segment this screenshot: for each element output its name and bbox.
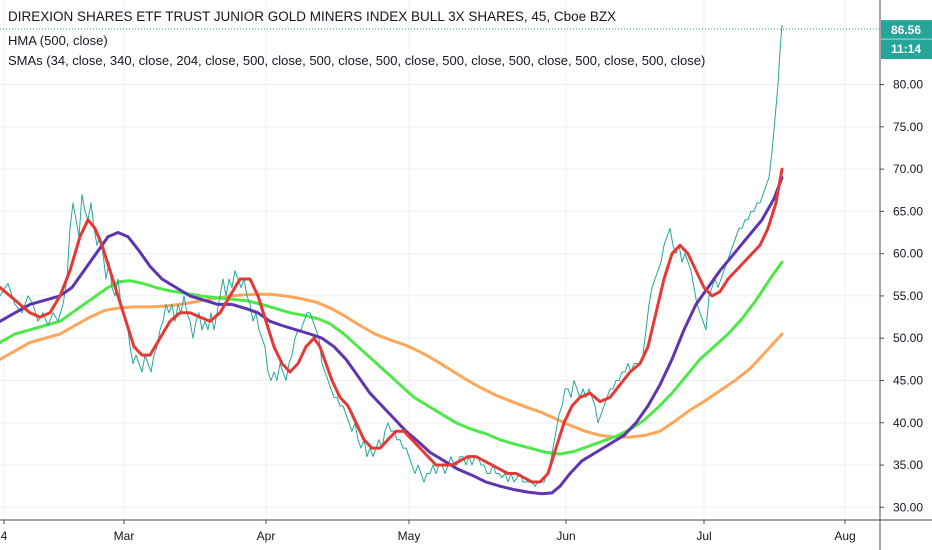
price-line-series xyxy=(0,24,783,487)
sma-204-line xyxy=(0,260,784,456)
sma-34-line xyxy=(0,176,784,496)
price-badge-value: 86.56 xyxy=(891,23,921,37)
chart-title: DIREXION SHARES ETF TRUST JUNIOR GOLD MI… xyxy=(8,9,617,24)
indicator-smas-label[interactable]: SMAs (34, close, 340, close, 204, close,… xyxy=(8,53,706,68)
x-tick-label: Mar xyxy=(114,529,135,543)
x-tick-label: Jun xyxy=(556,529,575,543)
x-tick-label: May xyxy=(398,529,421,543)
indicator-hma-label[interactable]: HMA (500, close) xyxy=(8,33,108,48)
price-badge-countdown: 11:14 xyxy=(891,42,921,56)
y-tick-label: 45.00 xyxy=(893,373,923,387)
price-badge-box xyxy=(881,20,932,60)
chart-grid xyxy=(0,0,880,520)
x-tick-label: Jul xyxy=(696,529,711,543)
x-tick-label: 4 xyxy=(1,529,8,543)
x-axis-ticks: 4 Mar Apr May Jun Jul Aug xyxy=(1,520,856,543)
y-tick-label: 30.00 xyxy=(893,500,923,514)
sma-340-line xyxy=(0,292,784,439)
x-tick-label: Apr xyxy=(257,529,276,543)
hma-line xyxy=(0,167,784,484)
y-tick-label: 60.00 xyxy=(893,247,923,261)
x-tick-label: Aug xyxy=(834,529,855,543)
y-tick-label: 35.00 xyxy=(893,458,923,472)
chart-series xyxy=(0,24,784,496)
y-axis-ticks: 30.00 35.00 40.00 45.00 50.00 55.00 60.00 65.00… xyxy=(880,78,923,514)
y-tick-label: 70.00 xyxy=(893,162,923,176)
y-tick-label: 55.00 xyxy=(893,289,923,303)
last-price-badge: 86.56 11:14 xyxy=(0,20,932,60)
y-tick-label: 65.00 xyxy=(893,204,923,218)
y-tick-label: 40.00 xyxy=(893,416,923,430)
y-tick-label: 50.00 xyxy=(893,331,923,345)
y-tick-label: 80.00 xyxy=(893,78,923,92)
y-tick-label: 75.00 xyxy=(893,120,923,134)
